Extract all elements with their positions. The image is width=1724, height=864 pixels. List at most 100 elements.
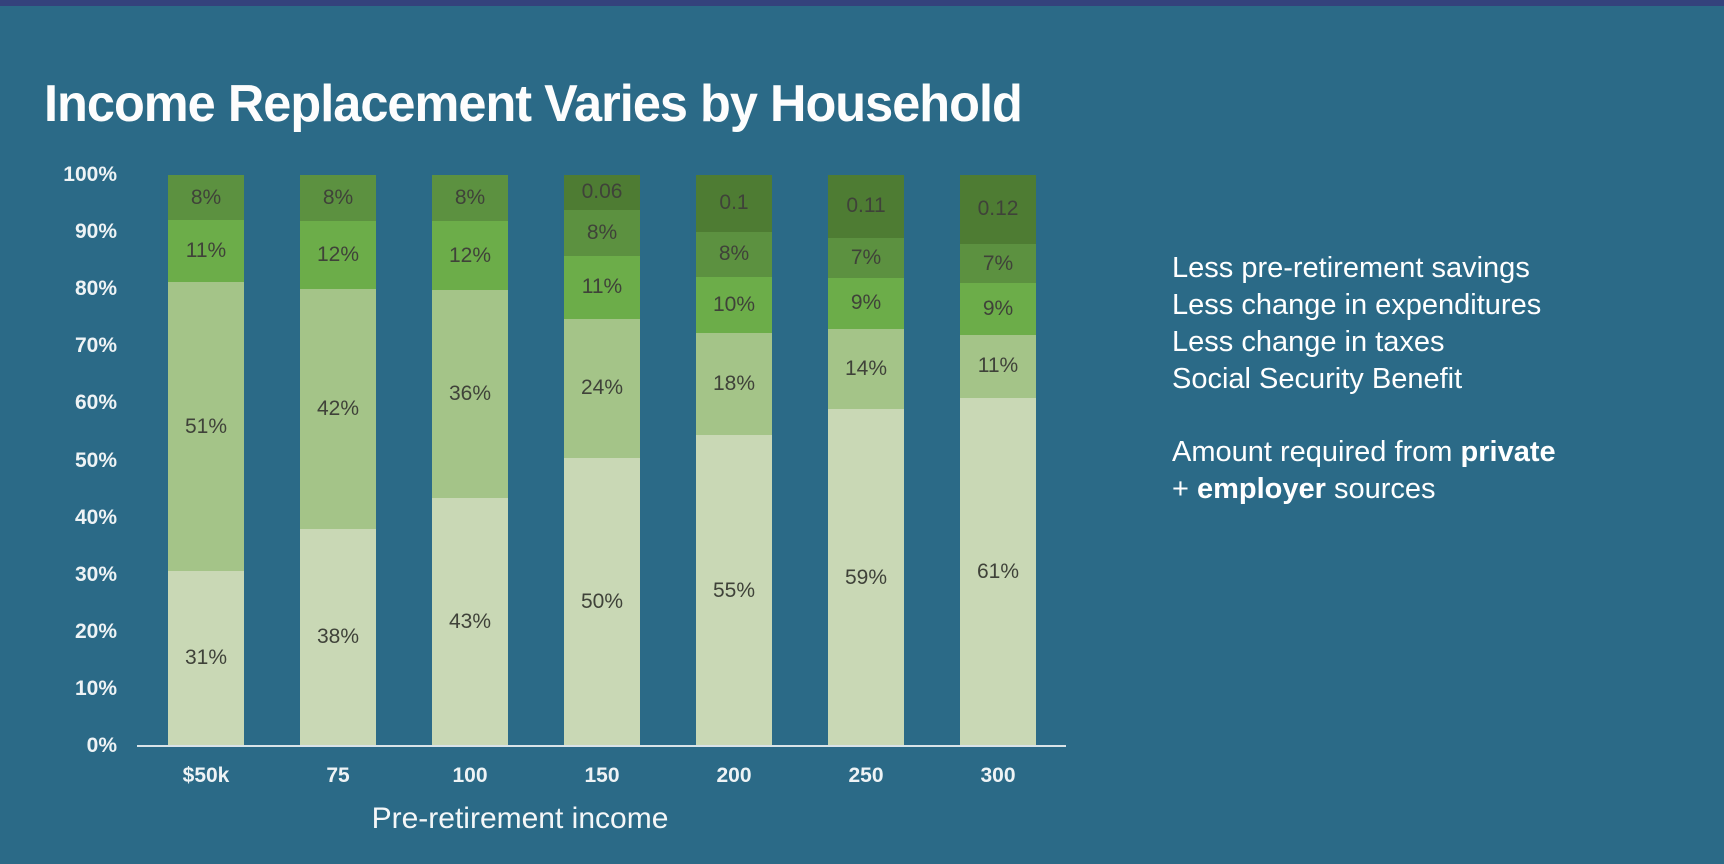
bar-segment-label: 9% [982,297,1014,321]
bar-segment-label: 0.11 [846,194,886,218]
bar-segment: 10% [696,276,772,334]
bar-column-300: 0.12 7% 9% 11% 61% [960,175,1036,746]
bar-segment-label: 61% [976,559,1020,583]
x-axis-title: Pre-retirement income [371,802,669,835]
bar-segment: 11% [564,255,640,320]
bar-segment-label: 50% [580,589,624,613]
bar-segment: 9% [828,277,904,330]
bar-segment-label: 7% [850,245,882,269]
bar-segment-label: 0.1 [719,191,749,215]
bar-segment-label: 11% [581,275,623,299]
bar-segment-label: 59% [844,565,888,589]
y-axis-tick-label: 0% [86,734,117,757]
top-accent-bar [0,0,1724,6]
legend-line: Less change in taxes [1172,326,1445,358]
x-axis-tick-label: $50k [182,764,230,787]
bar-segment-label: 31% [184,646,228,670]
bar-segment: 8% [300,175,376,221]
bar-segment: 9% [960,283,1036,335]
bar-segment-label: 0.12 [977,197,1019,221]
bar-segment-label: 11% [185,239,227,263]
bar-segment: 7% [960,243,1036,284]
stacked-bar-chart: 0% 10% 20% 30% 40% 50% 60% 70% 80% 90% 100% 8% 11% 5… [30,163,1066,835]
x-axis-tick-label: 250 [848,764,884,787]
bar-segment-label: 8% [322,185,354,209]
bar-segment: 43% [432,497,508,746]
legend-line: Less change in expenditures [1172,289,1542,321]
legend-note-bold-private: private [1460,436,1556,468]
bar-segment-label: 51% [184,414,228,438]
x-axis-tick-label: 150 [584,764,620,787]
bar-segment: 42% [300,289,376,529]
bar-segment: 7% [828,237,904,278]
bar-segment-label: 38% [316,625,360,649]
y-axis-tick-label: 70% [74,334,117,358]
bar-segment: 0.1 [696,175,772,232]
bar-segment: 0.06 [564,175,640,210]
bar-segment-label: 8% [190,185,222,209]
bar-column-200: 0.1 8% 10% 18% 55% [696,175,772,746]
bar-segment: 24% [564,319,640,458]
x-labels: $50k 75 100 150 200 250 300 [168,764,1036,794]
bar-segment: 61% [960,397,1036,746]
bar-segment-label: 24% [580,376,624,400]
bar-segment-label: 14% [844,357,888,381]
legend-text-block: Less pre-retirement savings Less change i… [1172,250,1652,508]
y-axis-tick-label: 90% [74,220,117,244]
y-axis-tick-label: 80% [74,277,117,301]
bar-segment-label: 7% [982,251,1014,275]
y-axis-tick-label: 30% [74,562,117,586]
bar-segment: 50% [564,457,640,746]
bar-segment: 12% [432,221,508,291]
bar-segment: 0.11 [828,175,904,238]
bar-segment: 12% [300,220,376,290]
x-axis-tick-label: 100 [452,764,488,787]
bar-segment: 31% [168,570,244,746]
legend-note-bold-employer: employer [1197,473,1326,505]
bar-segment-label: 18% [712,372,756,396]
bar-segment: 8% [564,209,640,256]
bar-segment-label: 11% [977,354,1019,378]
y-axis-tick-label: 60% [74,391,117,415]
bar-segment-label: 12% [448,243,492,267]
bar-segment-label: 8% [586,220,618,244]
bar-segment-label: 9% [850,291,882,315]
x-axis-tick-label: 300 [980,764,1016,787]
legend-note-plus: + [1172,473,1197,505]
bar-segment-label: 36% [448,382,492,406]
bar-column-50k: 8% 11% 51% 31% [168,175,244,746]
legend-lines: Less pre-retirement savings Less change i… [1172,250,1652,398]
bar-segment-label: 43% [448,609,492,633]
y-axis-tick-label: 100% [63,163,117,186]
bar-segment-label: 10% [712,293,756,317]
bar-segment-label: 12% [316,242,360,266]
plot-area: 8% 11% 51% 31% 8% 12% 42% 38% 8% 12% 36% 43% 0.06 8% 1… [168,175,1036,746]
legend-line: Social Security Benefit [1172,363,1463,395]
y-axis-tick-label: 10% [74,676,117,700]
bar-segment: 36% [432,290,508,498]
bar-segment: 55% [696,435,772,746]
legend-note-text: Amount required from [1172,436,1461,468]
bar-segment-label: 55% [712,578,756,602]
legend-line: Less pre-retirement savings [1172,252,1530,284]
y-axis-tick-label: 40% [74,505,117,529]
bar-segment-label: 0.06 [581,180,623,204]
y-axis-tick-label: 20% [74,619,117,643]
y-axis: 0% 10% 20% 30% 40% 50% 60% 70% 80% 90% 100% [30,163,117,757]
bar-segment: 11% [168,220,244,283]
bar-segment: 18% [696,333,772,436]
y-axis-tick-label: 50% [74,448,117,472]
bar-segment: 11% [960,334,1036,398]
bar-segment: 8% [432,175,508,222]
slide-title: Income Replacement Varies by Household [44,74,1023,133]
x-axis-line [137,745,1066,747]
bar-segment: 59% [828,409,904,746]
legend-note: Amount required from private + employer … [1172,434,1652,508]
x-axis-tick-label: 75 [326,764,350,787]
bar-segment-label: 8% [454,186,486,210]
bar-segment-label: 8% [718,242,750,266]
bar-segment: 0.12 [960,175,1036,244]
x-axis-tick-label: 200 [716,764,752,787]
bar-column-250: 0.11 7% 9% 14% 59% [828,175,904,746]
